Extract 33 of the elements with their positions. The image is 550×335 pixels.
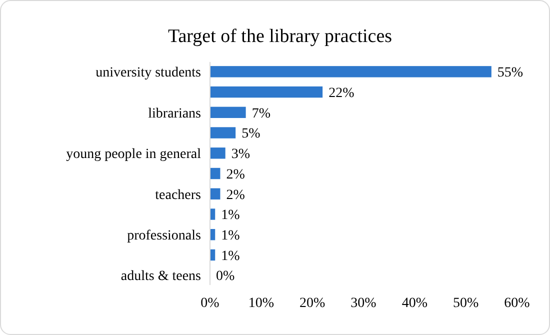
bar [210,86,323,98]
x-tick-label: 40% [402,296,428,311]
bar [210,127,236,138]
y-tick-label: young people in general [66,147,202,162]
x-tick-label: 0% [200,296,220,311]
x-tick-label: 30% [350,296,377,311]
data-label: 7% [252,106,271,122]
data-label: 1% [221,228,240,244]
x-tick-label: 20% [299,296,326,311]
data-label: 1% [221,208,240,224]
chart-title: Target of the library practices [168,26,392,47]
data-label: 55% [497,66,524,81]
y-tick-label: adults & teens [120,269,201,284]
data-label: 0% [216,269,235,284]
x-tick-label: 60% [504,296,530,311]
bar [210,148,226,159]
data-label: 2% [226,188,246,203]
x-tick-label: 10% [248,296,274,311]
y-tick-label: teachers [155,188,201,203]
data-label: 1% [221,248,240,264]
bar [210,106,246,118]
bar [210,208,216,220]
y-tick-label: university students [96,66,201,81]
data-label: 2% [226,167,246,182]
data-label: 3% [231,147,250,162]
data-label: 22% [328,86,355,101]
y-tick-label: librarians [148,106,201,122]
x-tick-label: 50% [452,296,479,311]
bar [210,66,492,78]
y-tick-label: professionals [127,228,201,244]
data-label: 5% [242,126,261,142]
bar [210,168,220,180]
bar [210,188,220,200]
